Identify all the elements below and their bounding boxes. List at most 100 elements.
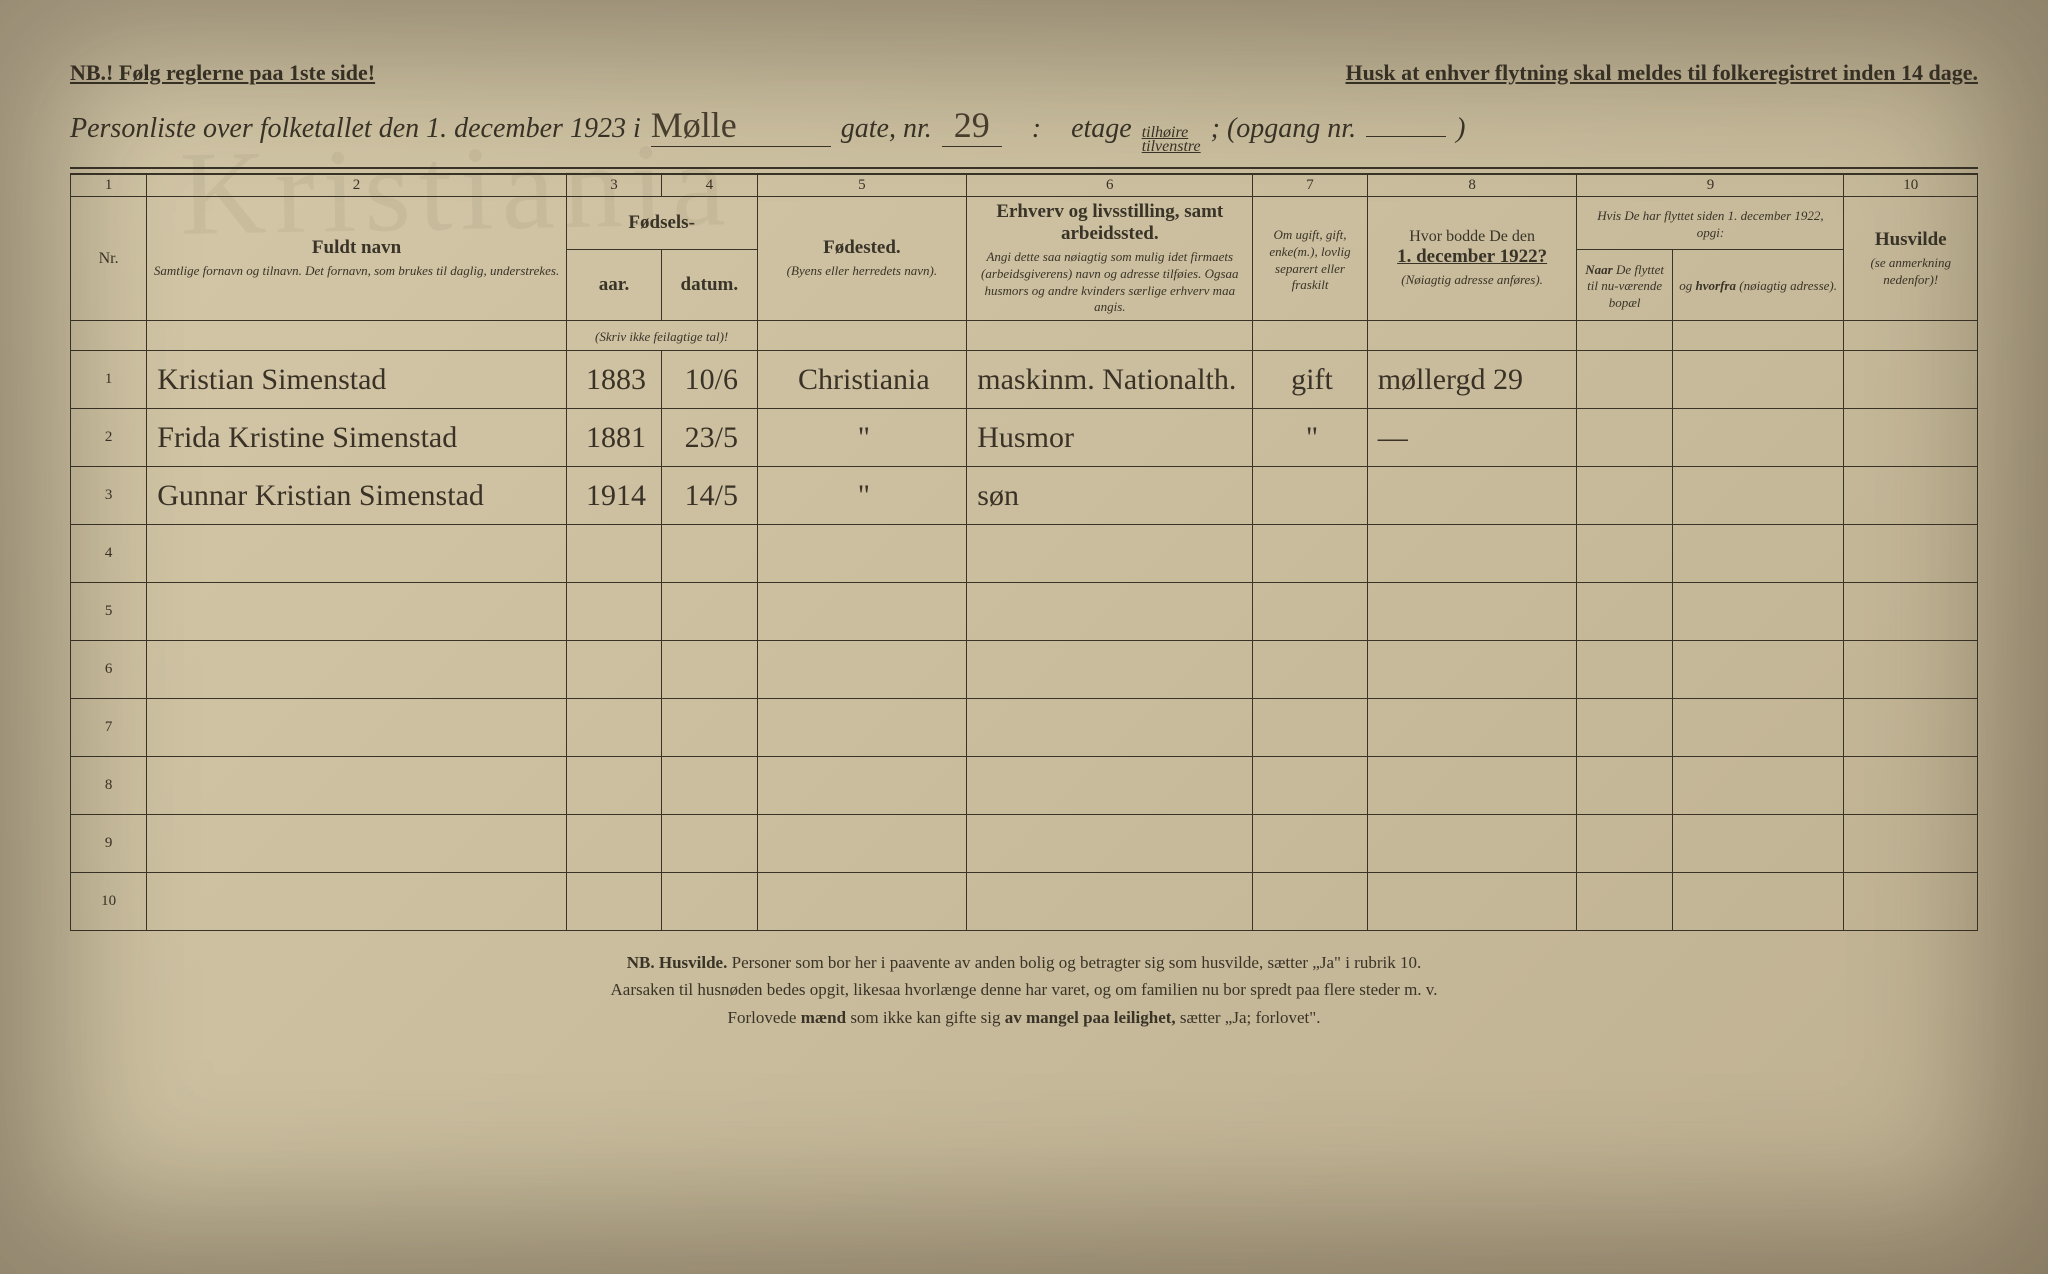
cell-moved-from: [1672, 641, 1844, 699]
cell-moved-when: [1577, 467, 1672, 525]
hdr-prev-addr: Hvor bodde De den 1. december 1922? (Nøi…: [1367, 196, 1577, 321]
footnote-line1: Personer som bor her i paavente av anden…: [732, 953, 1422, 972]
cell-status: [1253, 583, 1367, 641]
colnum-9: 9: [1577, 174, 1844, 197]
cell-name: Kristian Simenstad: [147, 351, 567, 409]
cell-moved-from: [1672, 699, 1844, 757]
hdr-nr: Nr.: [71, 196, 147, 321]
hdr-marital: Om ugift, gift, enke(m.), lovlig separer…: [1253, 196, 1367, 321]
cell-name: [147, 641, 567, 699]
cell-nr: 3: [71, 467, 147, 525]
cell-moved-when: [1577, 409, 1672, 467]
cell-name: [147, 583, 567, 641]
footnote-line3: Forlovede mænd som ikke kan gifte sig av…: [728, 1008, 1321, 1027]
cell-moved-when: [1577, 641, 1672, 699]
cell-job: Husmor: [967, 409, 1253, 467]
hdr-moved-when: Naar De flyttet til nu-værende bopæl: [1577, 249, 1672, 321]
cell-moved-from: [1672, 815, 1844, 873]
cell-addr: [1367, 583, 1577, 641]
colnum-3: 3: [566, 174, 661, 197]
hdr-moved: Hvis De har flyttet siden 1. december 19…: [1577, 196, 1844, 249]
cell-nr: 1: [71, 351, 147, 409]
cell-date: [662, 641, 757, 699]
title-prefix: Personliste over folketallet den 1. dece…: [70, 113, 641, 145]
cell-year: 1914: [566, 467, 661, 525]
etage-options: tilhøire tilvenstre: [1142, 126, 1201, 155]
etage-label: etage: [1071, 113, 1132, 145]
table-row: 2Frida Kristine Simenstad188123/5"Husmor…: [71, 409, 1978, 467]
header-row-3: (Skriv ikke feilagtige tal)!: [71, 321, 1978, 351]
cell-date: 14/5: [662, 467, 757, 525]
cell-name: [147, 757, 567, 815]
hdr-birthplace: Fødested. (Byens eller herredets navn).: [757, 196, 967, 321]
colnum-6: 6: [967, 174, 1253, 197]
cell-name: Frida Kristine Simenstad: [147, 409, 567, 467]
table-row: 1Kristian Simenstad188310/6Christianiama…: [71, 351, 1978, 409]
cell-status: [1253, 699, 1367, 757]
hdr-husvilde: Husvilde (se anmerkning nedenfor)!: [1844, 196, 1978, 321]
top-instruction-line: NB.! Følg reglerne paa 1ste side! Husk a…: [70, 60, 1978, 86]
cell-job: [967, 583, 1253, 641]
table-row: 6: [71, 641, 1978, 699]
cell-year: [566, 583, 661, 641]
cell-status: gift: [1253, 351, 1367, 409]
cell-job: [967, 757, 1253, 815]
cell-nr: 4: [71, 525, 147, 583]
hr: [70, 167, 1978, 169]
cell-moved-from: [1672, 757, 1844, 815]
cell-moved-when: [1577, 699, 1672, 757]
cell-husvilde: [1844, 757, 1978, 815]
cell-job: [967, 873, 1253, 931]
census-form-page: Kristiania NB.! Følg reglerne paa 1ste s…: [0, 0, 2048, 1274]
cell-husvilde: [1844, 583, 1978, 641]
cell-job: maskinm. Nationalth.: [967, 351, 1253, 409]
opgang-blank: [1366, 136, 1446, 137]
cell-moved-when: [1577, 873, 1672, 931]
table-row: 9: [71, 815, 1978, 873]
cell-name: Gunnar Kristian Simenstad: [147, 467, 567, 525]
cell-addr: [1367, 641, 1577, 699]
nb-instruction: NB.! Følg reglerne paa 1ste side!: [70, 60, 375, 86]
cell-moved-from: [1672, 525, 1844, 583]
footnote-nb: NB. Husvilde.: [627, 953, 728, 972]
cell-date: 23/5: [662, 409, 757, 467]
cell-year: [566, 699, 661, 757]
cell-moved-when: [1577, 757, 1672, 815]
cell-nr: 2: [71, 409, 147, 467]
colnum-1: 1: [71, 174, 147, 197]
colnum-10: 10: [1844, 174, 1978, 197]
cell-year: [566, 757, 661, 815]
cell-status: [1253, 873, 1367, 931]
cell-status: [1253, 815, 1367, 873]
close-paren: ): [1456, 113, 1465, 145]
cell-husvilde: [1844, 815, 1978, 873]
table-row: 8: [71, 757, 1978, 815]
cell-name: [147, 699, 567, 757]
cell-date: [662, 699, 757, 757]
cell-place: ": [757, 467, 967, 525]
table-body: 1Kristian Simenstad188310/6Christianiama…: [71, 351, 1978, 931]
hdr-birth: Fødsels-: [566, 196, 757, 249]
cell-husvilde: [1844, 873, 1978, 931]
cell-date: [662, 583, 757, 641]
cell-year: [566, 873, 661, 931]
cell-place: [757, 757, 967, 815]
cell-moved-when: [1577, 815, 1672, 873]
cell-addr: [1367, 525, 1577, 583]
hdr-year: aar.: [566, 249, 661, 321]
opgang-label: ; (opgang nr.: [1211, 113, 1356, 145]
footnote: NB. Husvilde. Personer som bor her i paa…: [70, 949, 1978, 1031]
cell-moved-from: [1672, 873, 1844, 931]
cell-job: [967, 815, 1253, 873]
hdr-moved-from: og hvorfra (nøiagtig adresse).: [1672, 249, 1844, 321]
hdr-occupation: Erhverv og livsstilling, samt arbeidsste…: [967, 196, 1253, 321]
cell-place: [757, 641, 967, 699]
cell-date: [662, 525, 757, 583]
table-row: 10: [71, 873, 1978, 931]
cell-date: [662, 757, 757, 815]
cell-moved-when: [1577, 525, 1672, 583]
cell-husvilde: [1844, 699, 1978, 757]
title-line: Personliste over folketallet den 1. dece…: [70, 104, 1978, 155]
cell-nr: 8: [71, 757, 147, 815]
cell-place: [757, 525, 967, 583]
